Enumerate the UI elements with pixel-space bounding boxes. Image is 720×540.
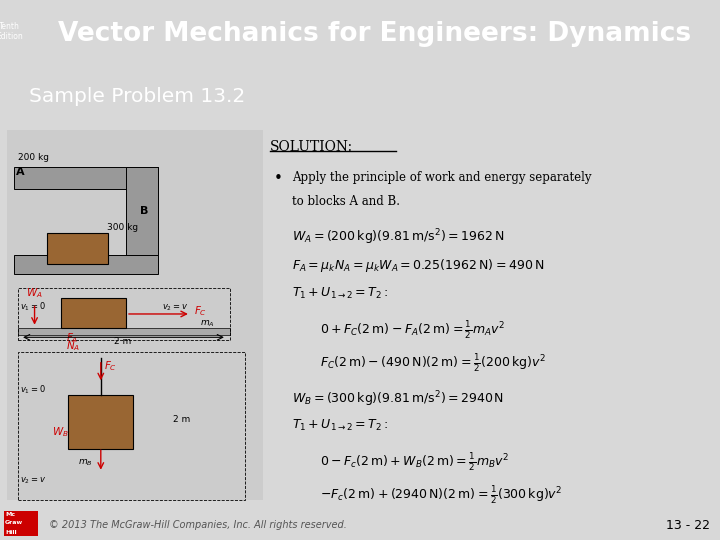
Text: $m_B$: $m_B$ [78,458,92,468]
Text: $0 - F_c(2\,\mathrm{m}) + W_B(2\,\mathrm{m}) = \frac{1}{2}m_B v^2$: $0 - F_c(2\,\mathrm{m}) + W_B(2\,\mathrm… [320,451,510,473]
Text: Graw: Graw [5,521,23,525]
Text: $v_2=v$: $v_2=v$ [20,475,46,486]
Text: $0 + F_C(2\,\mathrm{m}) - F_A(2\,\mathrm{m}) = \frac{1}{2}m_A v^2$: $0 + F_C(2\,\mathrm{m}) - F_A(2\,\mathrm… [320,319,505,341]
Text: $T_1 + U_{1\rightarrow2} = T_2:$: $T_1 + U_{1\rightarrow2} = T_2:$ [292,418,388,433]
Bar [7,131,263,500]
Text: 2 m: 2 m [114,336,131,346]
Text: $W_B$: $W_B$ [52,426,68,440]
Text: $v_2=v$: $v_2=v$ [162,302,188,313]
Bar [126,167,158,255]
Text: $W_B = (300\,\mathrm{kg})(9.81\,\mathrm{m/s^2}) = 2940\,\mathrm{N}$: $W_B = (300\,\mathrm{kg})(9.81\,\mathrm{… [292,389,504,409]
Bar [47,233,108,264]
Text: $F_A = \mu_k N_A = \mu_k W_A = 0.25(1962\,\mathrm{N}) = 490\,\mathrm{N}$: $F_A = \mu_k N_A = \mu_k W_A = 0.25(1962… [292,257,544,274]
Text: $F_C$: $F_C$ [104,360,117,373]
Bar [4,511,38,536]
Text: 13 - 22: 13 - 22 [665,519,710,532]
Text: SOLUTION:: SOLUTION: [270,140,353,154]
Bar [14,167,158,189]
Text: $W_A = (200\,\mathrm{kg})(9.81\,\mathrm{m/s^2}) = 1962\,\mathrm{N}$: $W_A = (200\,\mathrm{kg})(9.81\,\mathrm{… [292,228,504,247]
Text: •: • [274,171,282,186]
Text: $m_A$: $m_A$ [200,319,215,329]
Text: 300 kg: 300 kg [107,222,138,232]
Text: Sample Problem 13.2: Sample Problem 13.2 [29,87,245,106]
Text: $N_A$: $N_A$ [66,339,81,353]
Bar [14,255,158,274]
Text: $F_C(2\,\mathrm{m}) - (490\,\mathrm{N})(2\,\mathrm{m}) = \frac{1}{2}(200\,\mathr: $F_C(2\,\mathrm{m}) - (490\,\mathrm{N})(… [320,352,546,374]
Text: $F_C$: $F_C$ [194,304,207,318]
Text: Tenth
Edition: Tenth Edition [0,22,23,41]
Text: 2 m: 2 m [173,415,190,424]
Text: $v_1=0$: $v_1=0$ [20,300,46,313]
Text: Vector Mechanics for Engineers: Dynamics: Vector Mechanics for Engineers: Dynamics [58,21,691,46]
Text: $T_1 + U_{1\rightarrow2} = T_2:$: $T_1 + U_{1\rightarrow2} = T_2:$ [292,286,388,301]
Text: Apply the principle of work and energy separately: Apply the principle of work and energy s… [292,171,591,184]
Bar [61,299,126,328]
Text: $-F_c(2\,\mathrm{m}) + (2940\,\mathrm{N})(2\,\mathrm{m}) = \frac{1}{2}(300\,\mat: $-F_c(2\,\mathrm{m}) + (2940\,\mathrm{N}… [320,484,563,506]
Text: 200 kg: 200 kg [18,153,49,162]
Text: $v_1=0$: $v_1=0$ [20,384,46,396]
Bar [18,328,230,335]
Bar [68,395,133,449]
Text: $F_A$: $F_A$ [66,331,78,345]
Text: A: A [16,167,24,177]
Text: © 2013 The McGraw-Hill Companies, Inc. All rights reserved.: © 2013 The McGraw-Hill Companies, Inc. A… [49,521,347,530]
Text: Hill: Hill [5,530,17,535]
Text: Mc: Mc [5,512,15,517]
Text: B: B [140,206,148,216]
Text: $W_A$: $W_A$ [26,286,43,300]
Text: to blocks A and B.: to blocks A and B. [292,194,400,207]
